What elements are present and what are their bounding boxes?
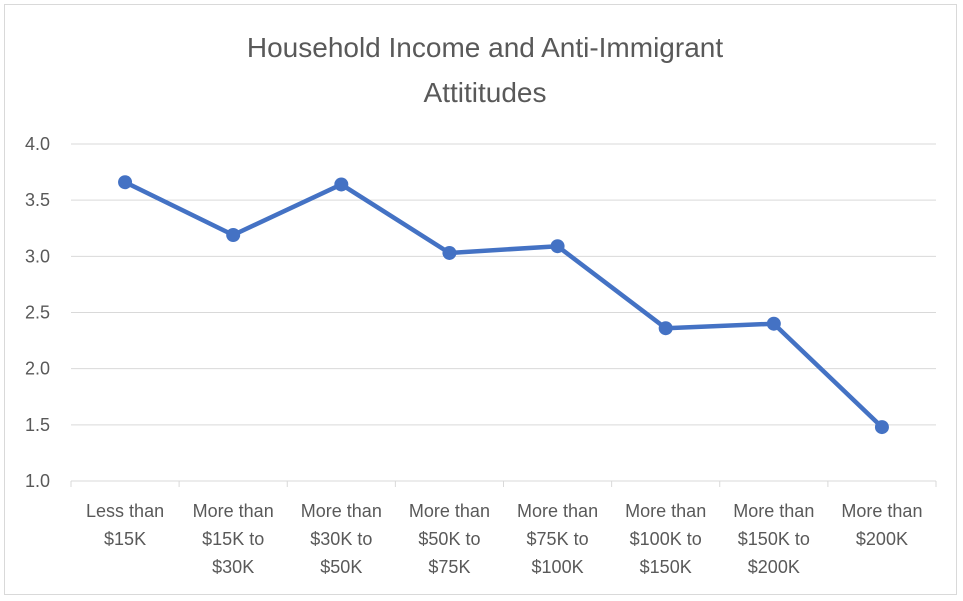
y-tick-label: 2.5 [25,303,50,323]
y-tick-label: 4.0 [25,134,50,154]
x-category-label: More than $50K to $75K [409,501,490,577]
x-category-label: More than $30K to $50K [301,501,382,577]
x-category-label-line: $15K [104,529,146,549]
series-line [122,179,885,430]
x-category-label: Less than $15K [86,501,164,549]
series-line-path [122,179,885,430]
chart-title-line-1: Household Income and Anti-Immigrant [247,32,723,63]
x-category-label-line: $30K [212,557,254,577]
x-category-label: More than $200K [841,501,922,549]
y-tick-label: 3.0 [25,246,50,266]
x-category-label-line: $150K [640,557,692,577]
y-tick-label: 2.0 [25,359,50,379]
x-category-label-line: $150K to [738,529,810,549]
x-category-label-line: $50K [320,557,362,577]
x-category-label-line: $200K [856,529,908,549]
x-category-label-line: More than [517,501,598,521]
data-point [118,175,133,190]
x-category-label-line: More than [733,501,814,521]
x-category-label-line: More than [193,501,274,521]
y-axis-ticks: 1.0 1.5 2.0 2.5 3.0 3.5 4.0 [25,134,50,491]
data-point [442,245,457,260]
data-point [226,227,241,242]
data-point [658,321,673,336]
x-category-label-line: More than [841,501,922,521]
x-category-label: More than $150K to $200K [733,501,814,577]
data-point [334,177,349,192]
x-category-label-line: $75K to [527,529,589,549]
x-category-label: More than $15K to $30K [193,501,274,577]
x-category-label-line: $200K [748,557,800,577]
x-category-label-line: $50K to [418,529,480,549]
y-tick-label: 1.5 [25,415,50,435]
x-category-label: More than $100K to $150K [625,501,706,577]
x-category-label-line: $75K [428,557,470,577]
y-tick-label: 3.5 [25,190,50,210]
data-point [874,420,889,435]
series-points [118,175,889,435]
x-category-label-line: More than [625,501,706,521]
chart-frame [4,4,957,595]
gridlines [71,143,936,426]
chart-title-line-2: Attititudes [424,77,547,108]
x-category-label-line: $100K to [630,529,702,549]
x-category-label-line: $15K to [202,529,264,549]
data-point [766,316,781,331]
x-category-label-line: More than [301,501,382,521]
x-axis [70,480,937,487]
x-category-label-line: $100K [532,557,584,577]
y-tick-label: 1.0 [25,471,50,491]
x-category-label-line: $30K to [310,529,372,549]
data-point [550,239,565,254]
x-category-label-line: More than [409,501,490,521]
x-category-label-line: Less than [86,501,164,521]
x-category-label: More than $75K to $100K [517,501,598,577]
